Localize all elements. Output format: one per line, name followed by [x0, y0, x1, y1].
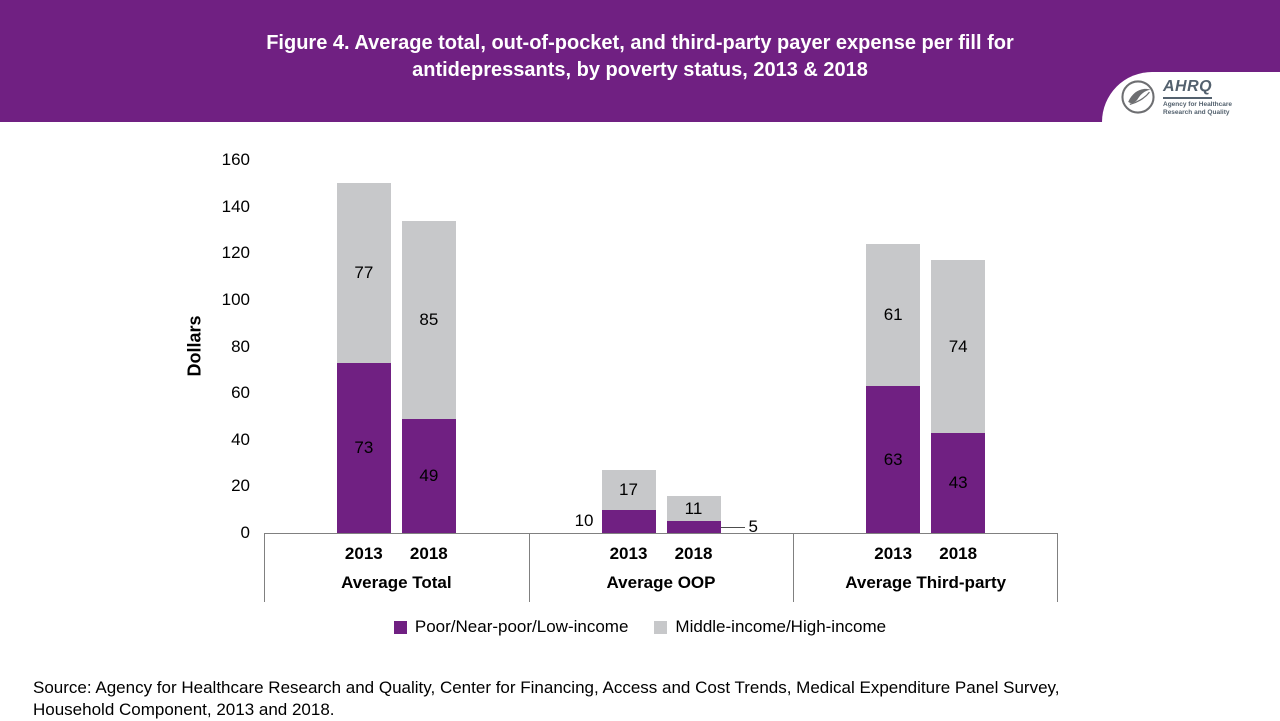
legend-label: Poor/Near-poor/Low-income — [414, 617, 629, 636]
y-axis-ticks: 0 20 40 60 80 100 120 140 160 — [150, 150, 250, 542]
y-tick-label: 40 — [231, 429, 250, 449]
segment-middle: 77 — [336, 183, 391, 363]
segment-poor: 73 — [336, 362, 391, 533]
axis-separator — [793, 534, 795, 602]
segment-middle: 74 — [931, 260, 986, 433]
y-tick-label: 0 — [240, 523, 250, 542]
segment-value-label: 5 — [748, 517, 758, 537]
segment-poor: 5 — [666, 517, 758, 536]
y-tick-label: 100 — [221, 289, 250, 309]
segment-middle: 17 — [601, 470, 656, 510]
x-axis-group-cell: 2013 2018 Average OOP — [529, 534, 794, 601]
segment-value-label: 61 — [883, 305, 903, 325]
year-labels: 2013 2018 — [793, 544, 1058, 564]
header-band: Figure 4. Average total, out-of-pocket, … — [0, 0, 1280, 122]
y-tick-label: 80 — [231, 336, 250, 356]
year-labels: 2013 2018 — [264, 544, 529, 564]
hhs-seal-icon — [1121, 80, 1155, 114]
y-tick-label: 120 — [221, 243, 250, 263]
axis-separator — [264, 534, 265, 602]
year-label: 2013 — [609, 544, 648, 563]
x-axis-cells: 2013 2018 Average Total 2013 2018 Average OOP… — [264, 534, 1058, 601]
ahrq-logo: AHRQ Agency for Healthcare Research and … — [1102, 72, 1280, 122]
segment-poor: 43 — [931, 432, 986, 533]
plot-area: 77 73 85 49 17 10 11 5 61 63 74 43 — [264, 160, 1058, 536]
legend-item: Middle-income/High-income — [654, 617, 886, 637]
segment-value-label: 43 — [948, 472, 968, 492]
figure-title-line2: antidepressants, by poverty status, 2013… — [412, 59, 868, 81]
segment-value-label: 85 — [419, 309, 439, 329]
axis-separator — [1057, 534, 1058, 602]
year-label: 2018 — [674, 544, 713, 563]
y-tick-label: 60 — [231, 383, 250, 403]
ahrq-tagline: Agency for Healthcare Research and Quali… — [1163, 100, 1232, 116]
ahrq-acronym: AHRQ — [1163, 78, 1213, 99]
leader-line — [720, 527, 745, 529]
segment-middle: 11 — [666, 495, 721, 522]
segment-value-label: 74 — [948, 336, 968, 356]
y-tick-label: 20 — [231, 476, 250, 496]
source-note: Source: Agency for Healthcare Research a… — [33, 678, 1060, 719]
stacked-bar-2018: 85 49 — [401, 220, 456, 533]
figure-title-line1: Figure 4. Average total, out-of-pocket, … — [266, 32, 1014, 54]
segment-value-label: 17 — [619, 479, 638, 499]
y-tick-label: 140 — [221, 196, 250, 216]
group-label: Average Total — [341, 573, 452, 592]
group-label: Average OOP — [606, 573, 716, 592]
legend-swatch — [654, 620, 668, 634]
legend-item: Poor/Near-poor/Low-income — [393, 617, 629, 637]
year-label: 2018 — [409, 544, 448, 563]
segment-poor: 49 — [401, 418, 456, 533]
segment-value-label: 77 — [354, 263, 374, 283]
segment-middle: 61 — [866, 243, 921, 387]
axis-separator — [528, 534, 530, 602]
bar-group: 61 63 74 43 — [793, 160, 1058, 533]
bar-group: 17 10 11 5 — [529, 160, 794, 536]
segment-value-label: 73 — [354, 437, 374, 457]
year-label: 2013 — [344, 544, 383, 563]
segment-middle: 85 — [401, 220, 456, 419]
x-axis-group-cell: 2013 2018 Average Third-party — [793, 534, 1058, 601]
stacked-bar-2013: 77 73 — [336, 183, 391, 533]
segment-poor: 10 — [575, 509, 656, 533]
ahrq-wordmark: AHRQ Agency for Healthcare Research and … — [1163, 78, 1232, 117]
x-axis: 2013 2018 Average Total 2013 2018 Average OOP… — [264, 533, 1058, 602]
y-tick-label: 160 — [221, 150, 250, 169]
stacked-bar-2018: 11 5 — [666, 495, 758, 536]
x-axis-group-cell: 2013 2018 Average Total — [264, 534, 529, 601]
legend-swatch — [393, 620, 407, 634]
segment-value-label: 10 — [574, 511, 594, 531]
group-label: Average Third-party — [845, 573, 1007, 592]
legend-label: Middle-income/High-income — [675, 617, 887, 636]
bar-group: 77 73 85 49 — [264, 160, 529, 533]
legend: Poor/Near-poor/Low-income Middle-income/H… — [0, 617, 1280, 637]
segment-poor: 63 — [866, 386, 921, 533]
segment-value-label: 49 — [419, 465, 439, 485]
segment-value-label: 11 — [684, 498, 703, 518]
stacked-bar-2013: 17 10 — [575, 470, 656, 533]
year-labels: 2013 2018 — [529, 544, 794, 564]
year-label: 2018 — [939, 544, 978, 563]
year-label: 2013 — [874, 544, 913, 563]
stacked-bar-2018: 74 43 — [931, 260, 986, 533]
stacked-bar-2013: 61 63 — [866, 243, 921, 533]
segment-value-label: 63 — [883, 449, 903, 469]
